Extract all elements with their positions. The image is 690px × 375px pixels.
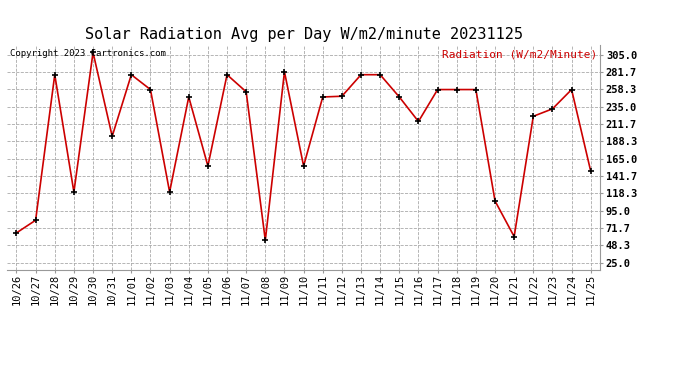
Title: Solar Radiation Avg per Day W/m2/minute 20231125: Solar Radiation Avg per Day W/m2/minute … xyxy=(85,27,522,42)
Text: Radiation (W/m2/Minute): Radiation (W/m2/Minute) xyxy=(442,50,598,60)
Text: Copyright 2023 Cartronics.com: Copyright 2023 Cartronics.com xyxy=(10,50,166,58)
